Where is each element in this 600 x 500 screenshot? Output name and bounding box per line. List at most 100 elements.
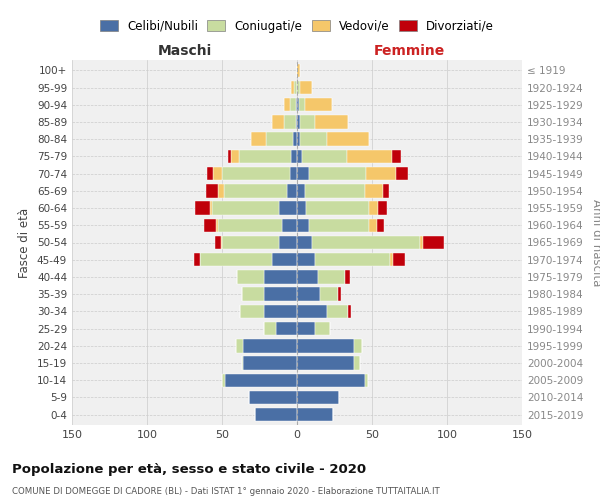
Bar xyxy=(315,116,348,128)
Text: Maschi: Maschi xyxy=(157,44,212,59)
Text: COMUNE DI DOMEGGE DI CADORE (BL) - Dati ISTAT 1° gennaio 2020 - Elaborazione TUT: COMUNE DI DOMEGGE DI CADORE (BL) - Dati … xyxy=(12,488,440,496)
Bar xyxy=(348,304,351,318)
Bar xyxy=(284,98,290,112)
Bar xyxy=(255,408,297,422)
Bar xyxy=(369,218,377,232)
Bar xyxy=(377,218,384,232)
Text: Popolazione per età, sesso e stato civile - 2020: Popolazione per età, sesso e stato civil… xyxy=(12,462,366,475)
Bar xyxy=(241,288,264,301)
Bar xyxy=(213,167,222,180)
Bar xyxy=(294,81,297,94)
Bar xyxy=(264,270,297,283)
Bar xyxy=(221,236,222,249)
Bar xyxy=(216,218,218,232)
Bar xyxy=(276,322,297,336)
Bar xyxy=(291,150,297,163)
Bar xyxy=(365,374,367,387)
Bar xyxy=(297,356,354,370)
Bar xyxy=(279,202,297,215)
Bar xyxy=(235,339,243,352)
Bar xyxy=(264,304,297,318)
Bar xyxy=(315,253,390,266)
Bar xyxy=(290,167,297,180)
Bar xyxy=(207,167,213,180)
Bar xyxy=(327,132,369,146)
Bar xyxy=(318,270,345,283)
Bar xyxy=(296,98,297,112)
Bar xyxy=(300,116,315,128)
Bar xyxy=(383,184,389,198)
Bar xyxy=(222,167,290,180)
Bar xyxy=(264,322,276,336)
Bar xyxy=(297,253,315,266)
Bar xyxy=(284,116,296,128)
Bar xyxy=(297,236,312,249)
Bar xyxy=(309,167,366,180)
Bar xyxy=(369,202,378,215)
Bar xyxy=(265,132,293,146)
Bar xyxy=(423,236,444,249)
Bar xyxy=(239,150,291,163)
Bar xyxy=(293,132,297,146)
Bar xyxy=(305,184,365,198)
Bar xyxy=(204,218,216,232)
Y-axis label: Anni di nascita: Anni di nascita xyxy=(590,199,600,286)
Bar xyxy=(205,184,218,198)
Bar xyxy=(297,150,302,163)
Bar xyxy=(297,322,315,336)
Bar xyxy=(297,202,306,215)
Bar xyxy=(249,390,297,404)
Bar xyxy=(271,253,297,266)
Bar xyxy=(193,253,199,266)
Bar xyxy=(199,253,271,266)
Bar xyxy=(297,270,318,283)
Bar xyxy=(297,390,339,404)
Bar xyxy=(392,150,401,163)
Bar xyxy=(264,288,297,301)
Bar xyxy=(218,184,223,198)
Bar xyxy=(222,236,279,249)
Bar xyxy=(287,184,297,198)
Bar xyxy=(297,98,299,112)
Bar xyxy=(300,81,312,94)
Bar xyxy=(290,98,296,112)
Bar xyxy=(299,98,305,112)
Bar xyxy=(297,64,300,77)
Y-axis label: Fasce di età: Fasce di età xyxy=(19,208,31,278)
Bar xyxy=(297,288,320,301)
Bar xyxy=(279,236,297,249)
Text: Femmine: Femmine xyxy=(374,44,445,59)
Bar xyxy=(297,116,300,128)
Bar xyxy=(306,202,369,215)
Bar xyxy=(296,116,297,128)
Bar xyxy=(378,202,387,215)
Bar xyxy=(354,339,361,352)
Bar xyxy=(420,236,423,249)
Bar xyxy=(228,150,231,163)
Bar xyxy=(297,339,354,352)
Bar xyxy=(215,236,221,249)
Bar xyxy=(320,288,337,301)
Bar xyxy=(297,408,333,422)
Bar xyxy=(297,167,309,180)
Bar xyxy=(297,81,300,94)
Bar xyxy=(225,374,297,387)
Bar xyxy=(297,374,365,387)
Bar xyxy=(393,253,405,266)
Bar xyxy=(282,218,297,232)
Bar xyxy=(212,202,279,215)
Bar xyxy=(271,116,284,128)
Bar xyxy=(366,167,396,180)
Bar xyxy=(309,218,369,232)
Bar xyxy=(218,218,282,232)
Bar xyxy=(327,304,348,318)
Bar xyxy=(195,202,210,215)
Bar xyxy=(291,81,294,94)
Bar xyxy=(297,218,309,232)
Bar xyxy=(365,184,383,198)
Bar xyxy=(396,167,408,180)
Bar xyxy=(237,270,264,283)
Legend: Celibi/Nubili, Coniugati/e, Vedovi/e, Divorziati/e: Celibi/Nubili, Coniugati/e, Vedovi/e, Di… xyxy=(95,15,499,37)
Bar xyxy=(337,288,341,301)
Bar xyxy=(241,356,243,370)
